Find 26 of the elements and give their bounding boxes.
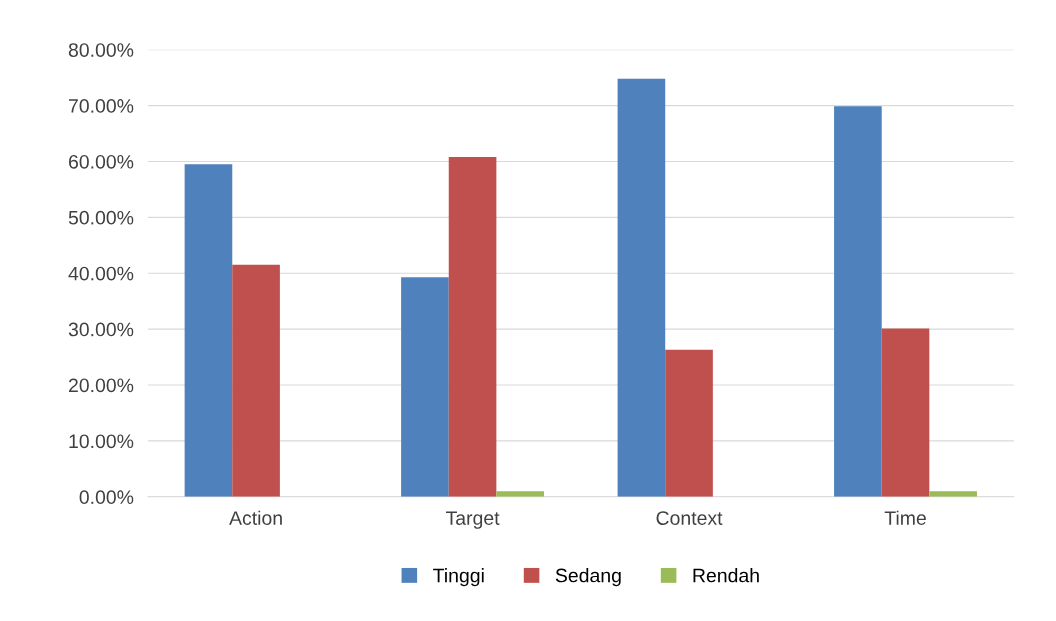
bar bbox=[401, 277, 449, 497]
y-tick-label: 0.00% bbox=[79, 490, 134, 505]
bar bbox=[929, 491, 977, 497]
x-tick-label: Time bbox=[884, 510, 926, 525]
bar bbox=[448, 156, 497, 497]
y-tick-label: 70.00% bbox=[69, 99, 134, 113]
bar bbox=[665, 349, 713, 497]
y-tick-label: 20.00% bbox=[68, 378, 134, 393]
y-tick-label: 50.00% bbox=[68, 210, 134, 225]
bar bbox=[232, 264, 280, 497]
bar bbox=[834, 106, 882, 497]
y-tick-label: 10.00% bbox=[69, 434, 134, 449]
y-tick-label: 80.00% bbox=[68, 43, 134, 57]
legend-label: Tinggi bbox=[433, 568, 484, 587]
y-tick-label: 40.00% bbox=[68, 266, 134, 281]
x-tick-label: Action bbox=[229, 510, 282, 525]
y-tick-label: 30.00% bbox=[68, 322, 134, 337]
bar bbox=[496, 491, 544, 497]
x-tick-label: Context bbox=[656, 511, 723, 525]
legend-label: Rendah bbox=[693, 568, 759, 583]
bar bbox=[617, 78, 666, 497]
x-tick-label: Target bbox=[445, 511, 500, 529]
legend-label: Sedang bbox=[555, 568, 621, 587]
bar bbox=[881, 328, 930, 497]
y-tick-label: 60.00% bbox=[68, 154, 134, 169]
bar bbox=[184, 164, 233, 497]
